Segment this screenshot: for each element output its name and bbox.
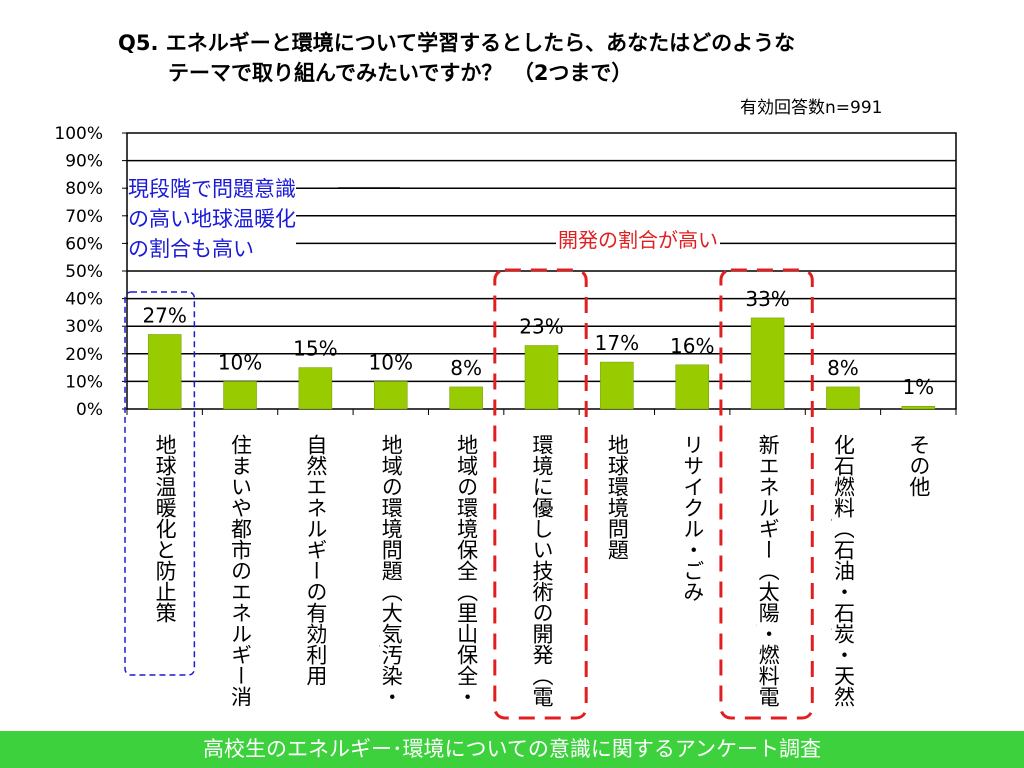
- y-tick-label: 70%: [65, 207, 103, 227]
- bar: [298, 367, 333, 410]
- y-tick-label: 60%: [65, 234, 103, 254]
- y-tick-label: 20%: [65, 345, 103, 365]
- bar: [374, 381, 408, 410]
- bar: [750, 317, 785, 410]
- x-category-label: 地域の環境問題（大気汚染・ヒートアイランドなど）: [379, 434, 403, 707]
- bar: [223, 381, 257, 410]
- bar: [524, 345, 559, 410]
- data-label: 33%: [745, 287, 789, 311]
- bar: [147, 334, 182, 410]
- highlight-red-box: [493, 268, 588, 720]
- y-tick-label: 30%: [65, 317, 103, 337]
- y-tick-label: 10%: [65, 372, 103, 392]
- footer-banner: 高校生のエネルギー･環境についての意識に関するアンケート調査: [0, 731, 1024, 768]
- x-category-label: 環境に優しい技術の開発（電気自動車・リサイクル）: [530, 434, 553, 707]
- data-label: 27%: [142, 303, 186, 327]
- x-category-label: 地球温暖化と防止策: [153, 434, 177, 623]
- bar: [600, 361, 634, 410]
- data-label: 17%: [595, 331, 639, 355]
- y-tick-label: 80%: [65, 179, 103, 199]
- data-label: 15%: [293, 337, 337, 361]
- highlight-blue-box: [124, 291, 196, 676]
- data-label: 8%: [450, 356, 482, 380]
- bar: [901, 405, 936, 410]
- sample-size-label: 有効回答数n=991: [740, 98, 883, 118]
- x-category-label: 地域の環境保全（里山保全・河川浄化など）: [454, 434, 478, 707]
- annotation-red: 開発の割合が高い: [556, 224, 720, 253]
- y-tick-label: 50%: [65, 262, 103, 282]
- data-label: 10%: [218, 350, 262, 374]
- data-label: 16%: [670, 334, 714, 358]
- annotation-blue-line2: の高い地球温暖化: [128, 207, 296, 231]
- y-tick-label: 100%: [54, 124, 103, 144]
- bar: [449, 386, 483, 410]
- bar: [826, 386, 860, 410]
- x-category-label: 新エネルギー（太陽・燃料電池・バイオマスなど）: [756, 434, 780, 707]
- highlight-red-box: [719, 268, 814, 720]
- x-category-label: 自然エネルギーの有効利用: [303, 434, 327, 686]
- y-tick-label: 40%: [65, 290, 103, 310]
- y-tick-label: 90%: [65, 152, 103, 172]
- question-title: Q5. エネルギーと環境について学習するとしたら、あなたはどのような テーマで取…: [118, 28, 795, 88]
- x-category-label: 住まいや都市のエネルギー消費と省エネルギー: [228, 434, 252, 707]
- x-category-label: その他: [906, 434, 930, 497]
- question-title-line1: Q5. エネルギーと環境について学習するとしたら、あなたはどのような: [118, 31, 796, 55]
- x-category-label: リサイクル・ごみ: [680, 434, 704, 602]
- x-category-label: 地球環境問題: [605, 434, 629, 560]
- data-label: 23%: [519, 315, 563, 339]
- data-label: 8%: [827, 356, 859, 380]
- data-label: 10%: [369, 350, 413, 374]
- bar: [675, 364, 709, 410]
- x-category-label: 化石燃料（石油・石炭・天然ガスなど）の利用と枯渇: [831, 434, 855, 707]
- annotation-blue-line3: の割合も高い: [128, 237, 254, 261]
- data-label: 1%: [902, 375, 934, 399]
- annotation-blue: 現段階で問題意識 の高い地球温暖化 の割合も高い: [128, 174, 296, 264]
- annotation-blue-line1: 現段階で問題意識: [128, 177, 296, 201]
- y-tick-label: 0%: [76, 400, 103, 420]
- question-title-line2: テーマで取り組んでみたいですか？ （2つまで）: [168, 61, 633, 85]
